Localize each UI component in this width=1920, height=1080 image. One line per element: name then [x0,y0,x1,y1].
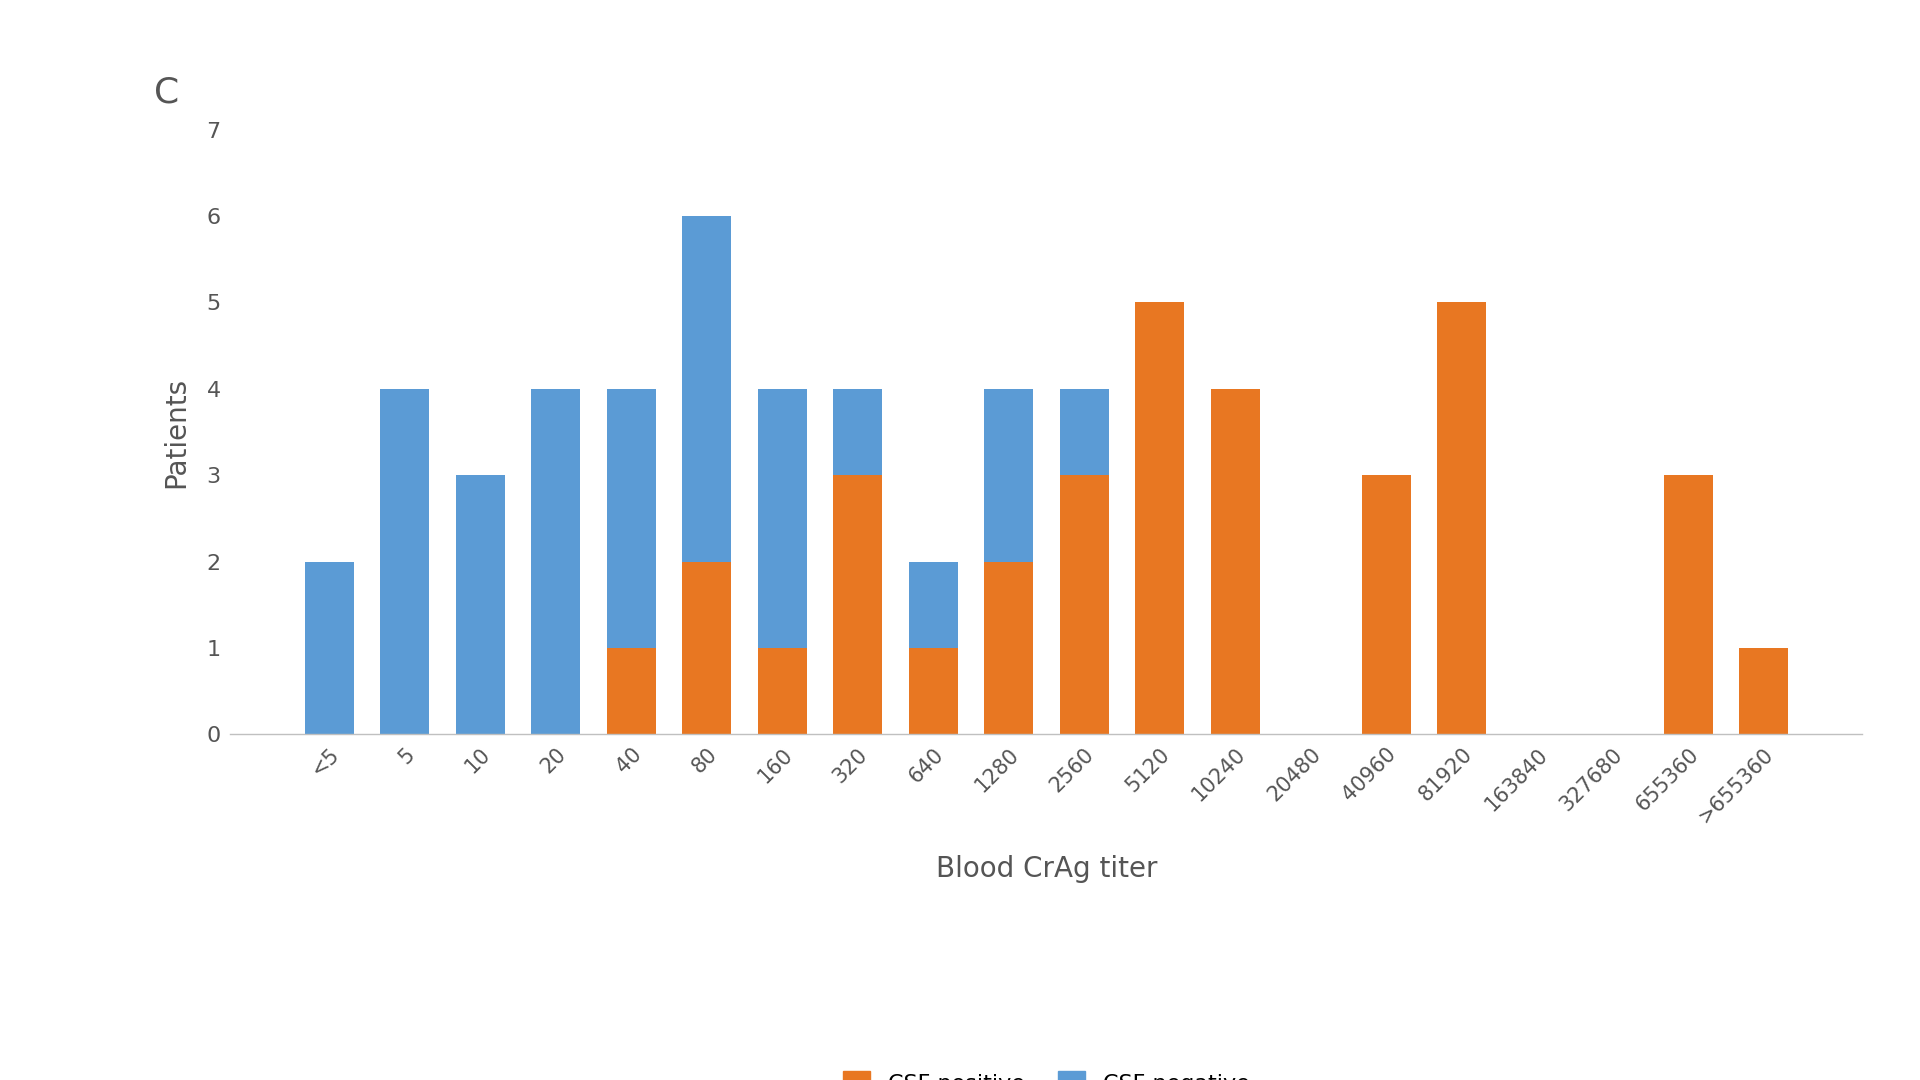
Bar [758,648,806,734]
Bar [380,389,430,734]
Bar [985,562,1033,734]
Bar [1212,389,1260,734]
Bar [682,216,732,562]
Bar [1060,389,1108,475]
Bar [908,648,958,734]
Bar [1361,475,1411,734]
Bar [1663,475,1713,734]
Bar [455,475,505,734]
Text: C: C [154,76,179,109]
Bar [305,562,353,734]
Bar [1438,302,1486,734]
Bar [682,562,732,734]
X-axis label: Blood CrAg titer: Blood CrAg titer [935,854,1158,882]
Bar [607,389,655,648]
Bar [833,475,881,734]
Bar [1135,302,1185,734]
Bar [758,389,806,648]
Bar [908,562,958,648]
Bar [985,389,1033,562]
Bar [532,389,580,734]
Bar [607,648,655,734]
Bar [1060,475,1108,734]
Bar [1740,648,1788,734]
Bar [833,389,881,475]
Y-axis label: Patients: Patients [161,377,190,487]
Legend: CSF positive, CSF negative: CSF positive, CSF negative [833,1059,1260,1080]
